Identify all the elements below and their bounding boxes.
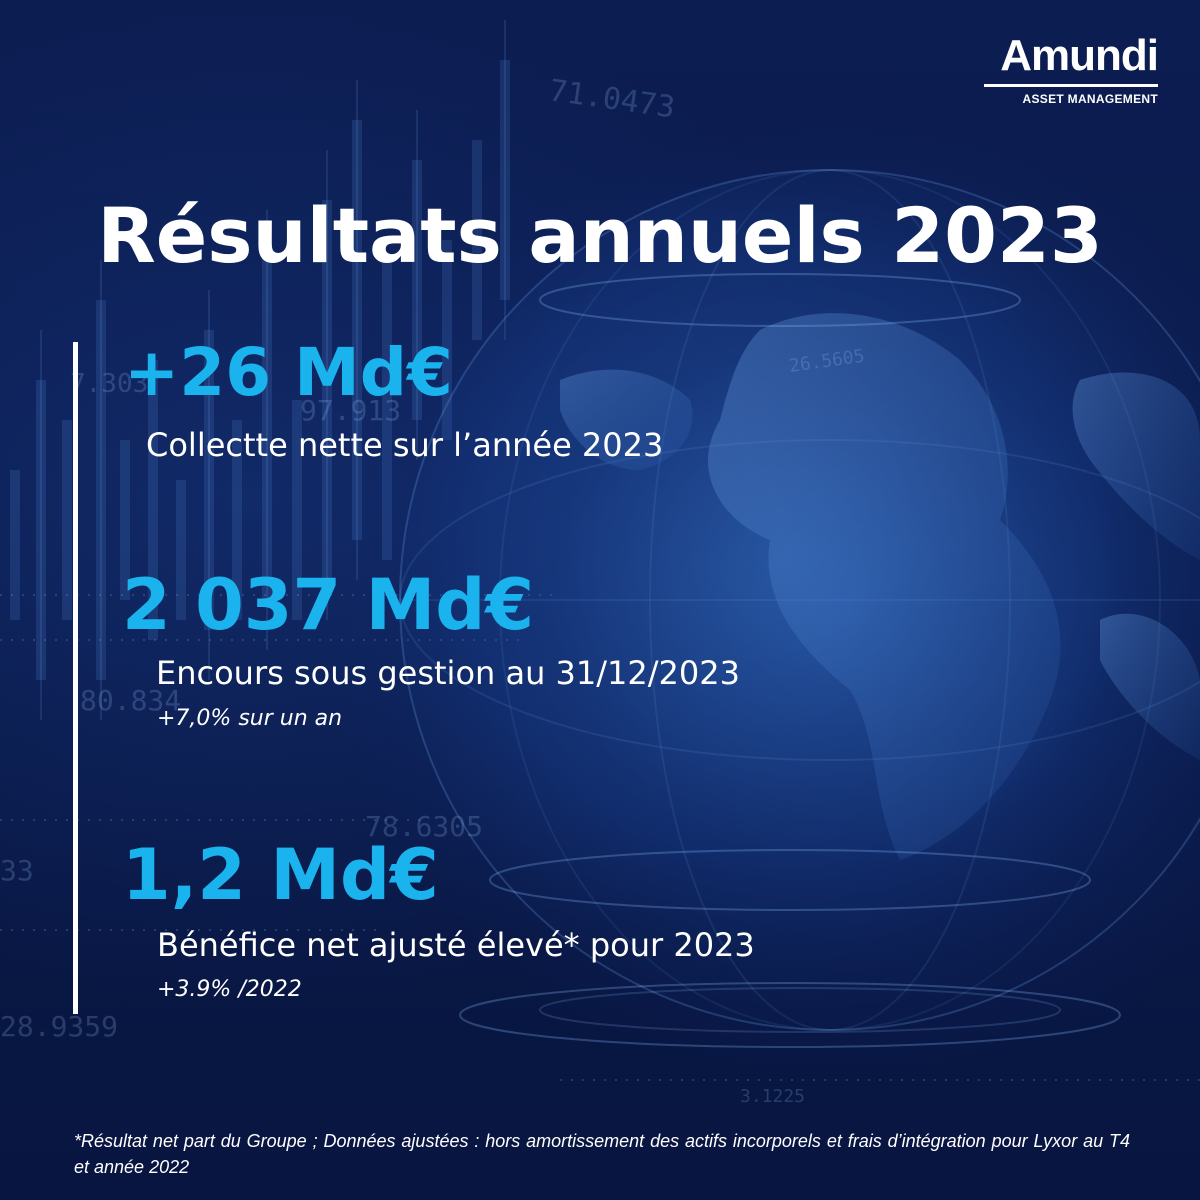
ticker-number: 28.9359 [0, 1010, 118, 1043]
kpi-aum-growth-note: +7,0% sur un an [157, 706, 343, 731]
kpi-divider-line [73, 342, 78, 1014]
ticker-number: 78.6305 [365, 810, 483, 843]
background-globe [399, 169, 1200, 1031]
kpi-net-income-value: 1,2 Md€ [122, 834, 439, 916]
background-candlesticks [10, 60, 510, 680]
ticker-number: 7.303 [70, 369, 148, 399]
kpi-net-income-growth-note: +3.9% /2022 [157, 977, 302, 1002]
page-title: Résultats annuels 2023 [97, 191, 1103, 280]
kpi-net-income-label: Bénéfice net ajusté élevé* pour 2023 [157, 926, 755, 964]
ticker-number: 3.1225 [740, 1086, 805, 1107]
kpi-net-inflows-label: Collectte nette sur l’année 2023 [146, 426, 664, 464]
footnote: *Résultat net part du Groupe ; Données a… [74, 1131, 1130, 1177]
background-dotted-lines [0, 594, 1200, 1081]
logo-tagline: ASSET MANAGEMENT [1022, 92, 1158, 106]
ticker-number: 71.0473 [547, 73, 677, 125]
ticker-number: 97.913 [300, 394, 401, 427]
kpi-aum-label: Encours sous gestion au 31/12/2023 [156, 654, 740, 692]
ticker-number: 33 [0, 854, 34, 887]
kpi-aum-value: 2 037 Md€ [122, 564, 535, 646]
background-orbit-rings [459, 273, 1121, 1048]
kpi-net-inflows-value: +26 Md€ [124, 334, 453, 411]
ticker-number: 80.834 [80, 684, 181, 717]
logo-wordmark: Amundi [1000, 31, 1159, 80]
logo-underline [984, 84, 1158, 87]
amundi-logo: Amundi ASSET MANAGEMENT [968, 31, 1159, 106]
background-candlestick-wicks [40, 20, 506, 720]
